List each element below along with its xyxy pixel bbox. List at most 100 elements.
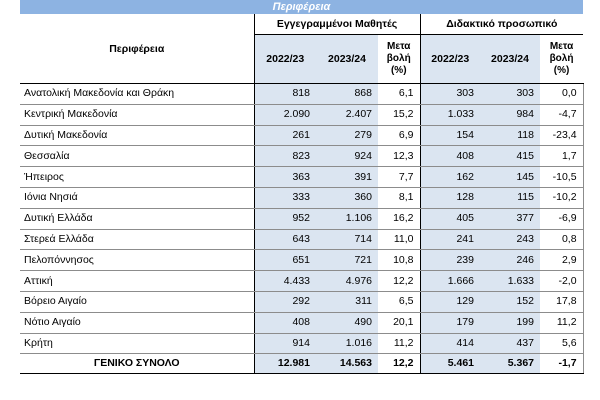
students-2023-cell: 714 <box>316 229 378 251</box>
region-column-header: Περιφέρεια <box>20 14 255 84</box>
staff-2023-cell: 115 <box>480 187 540 209</box>
students-2023-cell: 721 <box>316 249 378 272</box>
students-change-cell: 16,2 <box>378 208 420 230</box>
students-year2-header: 2023/24 <box>316 34 378 84</box>
staff-change-cell: -2,0 <box>540 270 584 292</box>
staff-change-cell: -10,5 <box>540 166 584 188</box>
table-title: Περιφέρεια <box>20 0 584 14</box>
staff-change-cell: 5,6 <box>540 333 584 355</box>
students-2023-cell: 391 <box>316 166 378 188</box>
students-2022-cell: 2.090 <box>254 104 316 126</box>
staff-2022-cell: 154 <box>419 125 480 147</box>
table-row: Κρήτη 914 1.016 11,2 414 437 5,6 <box>20 333 584 355</box>
students-2022-cell: 261 <box>254 125 316 147</box>
students-2023-cell: 279 <box>316 125 378 147</box>
students-change-cell: 20,1 <box>378 312 420 334</box>
students-2023-cell: 490 <box>316 312 378 334</box>
staff-change-cell: -23,4 <box>540 125 584 147</box>
students-change-cell: 10,8 <box>378 249 420 272</box>
students-change-cell: 6,9 <box>378 125 420 147</box>
students-2022-cell: 818 <box>254 83 316 105</box>
region-name-cell: Αττική <box>20 270 255 292</box>
staff-2022-cell: 239 <box>419 249 480 272</box>
students-2022-cell: 952 <box>254 208 316 230</box>
students-2022-cell: 914 <box>254 333 316 355</box>
table-row: Δυτική Ελλάδα 952 1.106 16,2 405 377 -6,9 <box>20 208 584 230</box>
region-name-cell: ΓΕΝΙΚΟ ΣΥΝΟΛΟ <box>20 353 255 375</box>
region-name-cell: Νότιο Αιγαίο <box>20 312 255 334</box>
students-year1-header: 2022/23 <box>254 34 316 84</box>
staff-change-cell: 11,2 <box>540 312 584 334</box>
staff-change-cell: -4,7 <box>540 104 584 126</box>
students-change-cell: 7,7 <box>378 166 420 188</box>
students-2022-cell: 363 <box>254 166 316 188</box>
staff-2022-cell: 179 <box>419 312 480 334</box>
students-2023-cell: 311 <box>316 291 378 313</box>
staff-2022-cell: 129 <box>419 291 480 313</box>
staff-2023-cell: 145 <box>480 166 540 188</box>
staff-2022-cell: 1.033 <box>419 104 480 126</box>
students-change-cell: 12,2 <box>378 270 420 292</box>
staff-change-cell: 1,7 <box>540 145 584 168</box>
students-change-cell: 8,1 <box>378 187 420 209</box>
staff-change-cell: -10,2 <box>540 187 584 209</box>
staff-2022-cell: 128 <box>419 187 480 209</box>
students-2023-cell: 868 <box>316 83 378 105</box>
staff-year1-header: 2022/23 <box>419 34 480 84</box>
staff-change-cell: -1,7 <box>540 353 584 375</box>
table-row: Κεντρική Μακεδονία 2.090 2.407 15,2 1.033 984… <box>20 104 584 126</box>
students-2023-cell: 4.976 <box>316 270 378 292</box>
table-row: Στερεά Ελλάδα 643 714 11,0 241 243 0,8 <box>20 229 584 251</box>
staff-2023-cell: 377 <box>480 208 540 230</box>
region-name-cell: Κρήτη <box>20 333 255 355</box>
staff-2023-cell: 5.367 <box>480 353 540 375</box>
staff-change-cell: 0,8 <box>540 229 584 251</box>
table-row: Πελοπόννησος 651 721 10,8 239 246 2,9 <box>20 249 584 272</box>
students-2022-cell: 333 <box>254 187 316 209</box>
table-body: Ανατολική Μακεδονία και Θράκη 818 868 6,1 30… <box>20 83 584 375</box>
students-2022-cell: 643 <box>254 229 316 251</box>
region-name-cell: Βόρειο Αιγαίο <box>20 291 255 313</box>
staff-2022-cell: 1.666 <box>419 270 480 292</box>
staff-2022-cell: 5.461 <box>419 353 480 375</box>
staff-2023-cell: 1.633 <box>480 270 540 292</box>
students-2022-cell: 12.981 <box>254 353 316 375</box>
table-row: Θεσσαλία 823 924 12,3 408 415 1,7 <box>20 145 584 168</box>
region-name-cell: Κεντρική Μακεδονία <box>20 104 255 126</box>
staff-change-header: Μετα βολή (%) <box>540 34 584 84</box>
staff-2022-cell: 414 <box>419 333 480 355</box>
region-name-cell: Στερεά Ελλάδα <box>20 229 255 251</box>
table-row: Βόρειο Αιγαίο 292 311 6,5 129 152 17,8 <box>20 291 584 313</box>
region-name-cell: Δυτική Μακεδονία <box>20 125 255 147</box>
students-group-header: Εγγεγραμμένοι Μαθητές <box>254 14 420 35</box>
table-row: Ανατολική Μακεδονία και Θράκη 818 868 6,1 30… <box>20 83 584 105</box>
staff-2023-cell: 984 <box>480 104 540 126</box>
table-row: Ιόνια Νησιά 333 360 8,1 128 115 -10,2 <box>20 187 584 209</box>
staff-2023-cell: 152 <box>480 291 540 313</box>
students-change-cell: 12,2 <box>378 353 420 375</box>
students-change-cell: 11,2 <box>378 333 420 355</box>
region-name-cell: Ανατολική Μακεδονία και Θράκη <box>20 83 255 105</box>
students-change-cell: 6,1 <box>378 83 420 105</box>
staff-2022-cell: 408 <box>419 145 480 168</box>
students-2023-cell: 2.407 <box>316 104 378 126</box>
students-2023-cell: 1.106 <box>316 208 378 230</box>
staff-2023-cell: 118 <box>480 125 540 147</box>
students-2022-cell: 651 <box>254 249 316 272</box>
staff-2022-cell: 405 <box>419 208 480 230</box>
staff-year2-header: 2023/24 <box>480 34 540 84</box>
students-change-cell: 11,0 <box>378 229 420 251</box>
staff-2022-cell: 241 <box>419 229 480 251</box>
staff-change-cell: 0,0 <box>540 83 584 105</box>
staff-change-cell: -6,9 <box>540 208 584 230</box>
table-row: Νότιο Αιγαίο 408 490 20,1 179 199 11,2 <box>20 312 584 334</box>
region-name-cell: Ιόνια Νησιά <box>20 187 255 209</box>
region-name-cell: Πελοπόννησος <box>20 249 255 272</box>
staff-2022-cell: 162 <box>419 166 480 188</box>
students-2023-cell: 924 <box>316 145 378 168</box>
staff-2023-cell: 246 <box>480 249 540 272</box>
staff-group-header: Διδακτικό προσωπικό <box>419 14 584 35</box>
table-row: Ήπειρος 363 391 7,7 162 145 -10,5 <box>20 166 584 188</box>
staff-2022-cell: 303 <box>419 83 480 105</box>
region-name-cell: Δυτική Ελλάδα <box>20 208 255 230</box>
